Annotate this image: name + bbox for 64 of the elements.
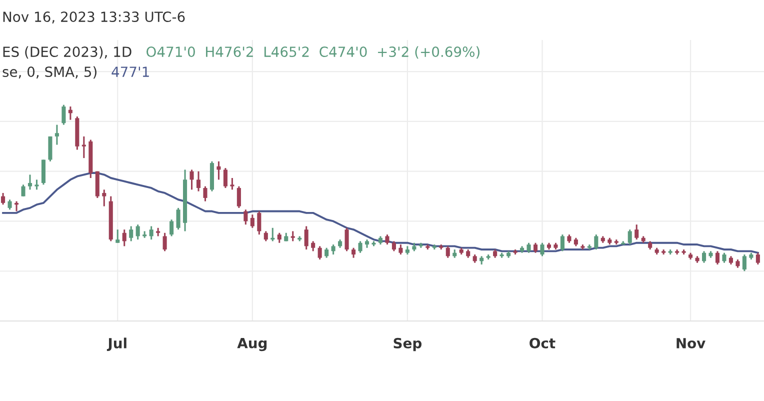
- candlestick: [129, 225, 134, 242]
- candlestick: [702, 250, 706, 264]
- candlestick: [594, 234, 598, 250]
- candlestick: [277, 232, 282, 244]
- text: ES (DEC 2023), 1D: [3, 46, 132, 59]
- candlestick: [244, 208, 248, 226]
- candlestick: [8, 198, 12, 210]
- candlestick: [628, 228, 632, 246]
- candlestick: [203, 186, 208, 202]
- candlestick: [54, 124, 59, 146]
- chart-title: Nov 16, 2023 13:33 UTC-6: [3, 12, 185, 24]
- candlestick: [324, 247, 329, 259]
- candlestick: [28, 174, 32, 190]
- x-tick-label: Sep: [394, 338, 422, 352]
- candlestick: [136, 224, 140, 240]
- candlestick: [122, 228, 126, 247]
- candlestick: [116, 228, 120, 244]
- candlestick: [352, 247, 356, 259]
- candlestick: [21, 184, 26, 198]
- candlestick: [392, 240, 396, 252]
- candlestick: [715, 250, 720, 266]
- candlestick: [533, 242, 538, 254]
- candlestick: [1, 192, 6, 206]
- candlestick: [385, 234, 390, 246]
- candlestick: [190, 168, 194, 190]
- x-tick-label: Jul: [106, 338, 126, 351]
- candlestick: [236, 186, 241, 209]
- candlestick: [722, 252, 726, 264]
- candlestick: [358, 240, 362, 254]
- text: O471'0 H476'2 L465'2 C474'0 +3'2 (+0.69%): [146, 46, 480, 59]
- candlestick: [742, 254, 746, 272]
- candlestick: [311, 240, 316, 252]
- candlestick: [223, 167, 228, 189]
- x-tick-label: Oct: [530, 338, 556, 348]
- candlestick: [318, 245, 322, 260]
- candlestick: [230, 177, 234, 190]
- candlestick: [62, 104, 66, 126]
- candlestick: [446, 245, 450, 259]
- x-tick-label: Aug: [237, 338, 267, 352]
- candlestick: [398, 244, 403, 256]
- candlestick: [176, 207, 180, 230]
- candlestick: [560, 234, 564, 252]
- candlestick: [540, 242, 544, 257]
- candlestick: [162, 232, 167, 252]
- candlestick: [634, 224, 639, 240]
- candlestick: [756, 252, 760, 266]
- candlestick: [264, 230, 268, 242]
- candlestick: [149, 225, 154, 240]
- candlestick: [250, 214, 254, 229]
- candlestick: [304, 225, 308, 250]
- candlestick: [257, 210, 262, 236]
- text: se, 0, SMA, 5): [2, 66, 96, 79]
- text: 477'1: [112, 66, 149, 77]
- x-tick-label: Nov: [676, 338, 706, 348]
- candlestick: [344, 227, 349, 252]
- candlestick: [331, 244, 336, 256]
- candlestick: [102, 188, 106, 208]
- candlestick: [34, 178, 39, 190]
- candlestick: [170, 218, 174, 237]
- candlestick: [290, 230, 295, 242]
- candlestick: [196, 170, 201, 192]
- candlestick: [41, 158, 46, 186]
- candlestick: [48, 136, 52, 162]
- candlestick: [526, 242, 531, 254]
